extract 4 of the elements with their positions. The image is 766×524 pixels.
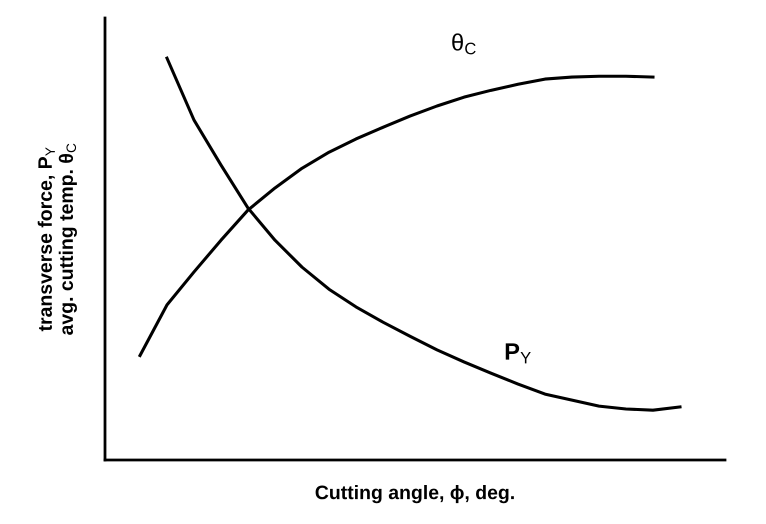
series-label: P$_{Y}$ bbox=[506, 343, 531, 364]
series-label: θ$_{C}$ bbox=[452, 33, 476, 54]
x-axis-title: Cutting angle, ϕ, deg. bbox=[316, 485, 514, 504]
y-axis-title: transverse force, P$_{Y}$ avg. cutting temp. θ$_{C}$ bbox=[38, 144, 77, 335]
